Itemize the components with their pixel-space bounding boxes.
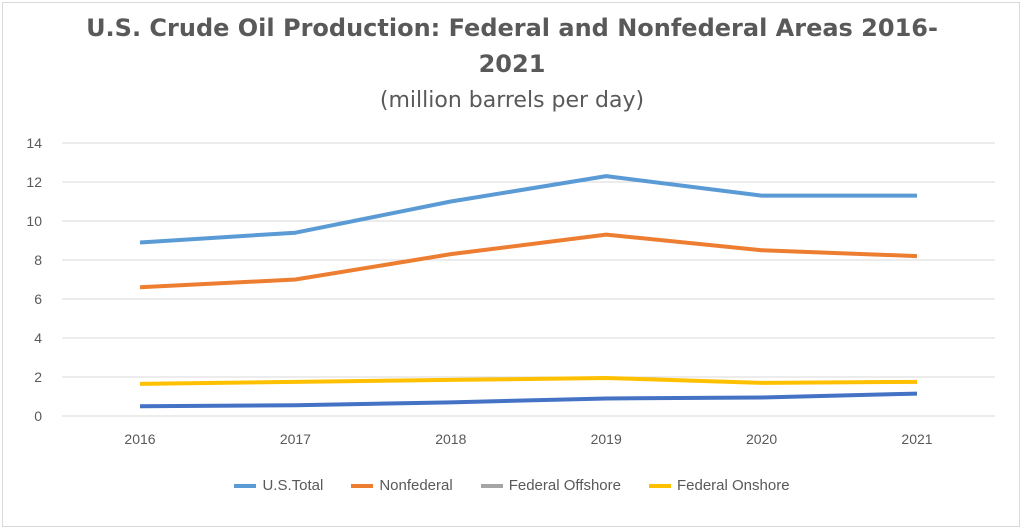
legend-swatch: [480, 483, 503, 488]
legend-swatch: [234, 483, 257, 488]
chart-title-line1: U.S. Crude Oil Production: Federal and N…: [86, 14, 938, 42]
y-tick-label: 0: [34, 408, 42, 424]
y-tick-label: 8: [34, 252, 42, 268]
x-tick-label: 2019: [591, 431, 622, 447]
y-tick-label: 6: [34, 291, 42, 307]
series-line-federal-onshore: [139, 375, 918, 386]
series-line-federal-offshore: [139, 391, 918, 409]
x-tick-label: 2021: [901, 431, 932, 447]
legend-label: U.S.Total: [262, 477, 324, 494]
legend-label: Federal Offshore: [508, 477, 621, 494]
legend-label: Federal Onshore: [676, 477, 790, 494]
y-tick-label: 12: [26, 174, 42, 190]
y-tick-label: 14: [26, 135, 42, 151]
legend-swatch: [351, 483, 374, 488]
series-line-nonfederal: [139, 232, 918, 290]
x-tick-label: 2017: [280, 431, 311, 447]
legend-item: U.S.Total: [234, 477, 323, 494]
y-tick-label: 2: [34, 369, 42, 385]
legend-item: Nonfederal: [351, 477, 453, 494]
legend: U.S.Total Nonfederal Federal Offshore Feder…: [0, 477, 1024, 494]
legend-swatch: [648, 483, 671, 488]
legend-item: Federal Offshore: [480, 477, 621, 494]
series-line-u-s-total: [139, 174, 917, 245]
chart-subtitle: (million barrels per day): [379, 88, 645, 113]
legend-item: Federal Onshore: [648, 477, 790, 494]
y-tick-label: 4: [34, 330, 42, 346]
x-tick-label: 2016: [124, 431, 155, 447]
legend-label: Nonfederal: [379, 477, 453, 494]
y-tick-label: 10: [26, 213, 42, 229]
x-tick-label: 2018: [435, 431, 466, 447]
x-tick-label: 2020: [746, 431, 777, 447]
chart-title-line2: 2021: [478, 50, 546, 78]
